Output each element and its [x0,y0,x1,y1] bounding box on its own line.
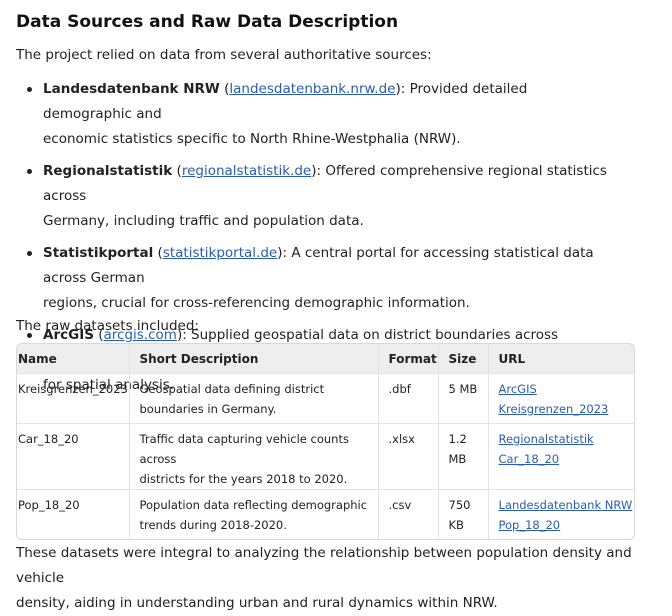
source-link[interactable]: statistikportal.de [162,245,278,261]
dataset-link[interactable]: Landesdatenbank NRW Pop_18_20 [498,498,633,532]
cell-format: .csv [377,489,438,539]
cell-name: Car_18_20 [17,423,129,490]
dataset-link[interactable]: Regionalstatistik Car_18_20 [498,432,594,466]
list-item: Landesdatenbank NRW (landesdatenbank.nrw… [16,77,616,152]
source-link[interactable]: landesdatenbank.nrw.de [229,81,396,97]
document-page: Data Sources and Raw Data Description Th… [16,12,635,611]
cell-format: .dbf [377,373,438,424]
datasets-table: Name Short Description Format Size URL K… [16,343,635,540]
source-link[interactable]: arcgis.com [103,327,177,343]
column-header-url: URL [487,344,634,374]
sources-list: Landesdatenbank NRW (landesdatenbank.nrw… [16,77,616,398]
table-row: Car_18_20 Traffic data capturing vehicle… [17,423,634,490]
cell-url: Regionalstatistik Car_18_20 [487,423,634,490]
conclusion-text: These datasets were integral to analyzin… [16,545,632,611]
cell-description: Geospatial data defining district boundar… [128,373,378,424]
intro-text: The project relied on data from several … [16,47,432,63]
cell-url: Landesdatenbank NRW Pop_18_20 [487,489,634,539]
dataset-link[interactable]: ArcGIS Kreisgrenzen_2023 [498,382,609,416]
column-header-description: Short Description [128,344,378,374]
cell-description: Population data reflecting demographic tr… [128,489,378,539]
source-link[interactable]: regionalstatistik.de [181,163,312,179]
cell-size: 750 KB [437,489,488,539]
cell-size: 1.2 MB [437,423,488,490]
source-name: Statistikportal [43,245,154,261]
page-title: Data Sources and Raw Data Description [16,12,399,32]
cell-format: .xlsx [377,423,438,490]
raw-datasets-intro: The raw datasets included: [16,318,199,334]
source-name: Regionalstatistik [43,163,173,179]
source-name: ArcGIS [43,327,94,343]
column-header-format: Format [377,344,438,374]
list-item: Regionalstatistik (regionalstatistik.de)… [16,159,616,234]
list-item: Statistikportal (statistikportal.de): A … [16,241,616,316]
cell-size: 5 MB [437,373,488,424]
cell-name: Kreisgrenzen_2023 [17,373,129,424]
column-header-name: Name [17,344,129,374]
cell-url: ArcGIS Kreisgrenzen_2023 [487,373,634,424]
table-row: Pop_18_20 Population data reflecting dem… [17,489,634,539]
cell-name: Pop_18_20 [17,489,129,539]
column-header-size: Size [437,344,488,374]
cell-description: Traffic data capturing vehicle counts ac… [128,423,378,490]
source-name: Landesdatenbank NRW [43,81,220,97]
table-row: Kreisgrenzen_2023 Geospatial data defini… [17,373,634,424]
